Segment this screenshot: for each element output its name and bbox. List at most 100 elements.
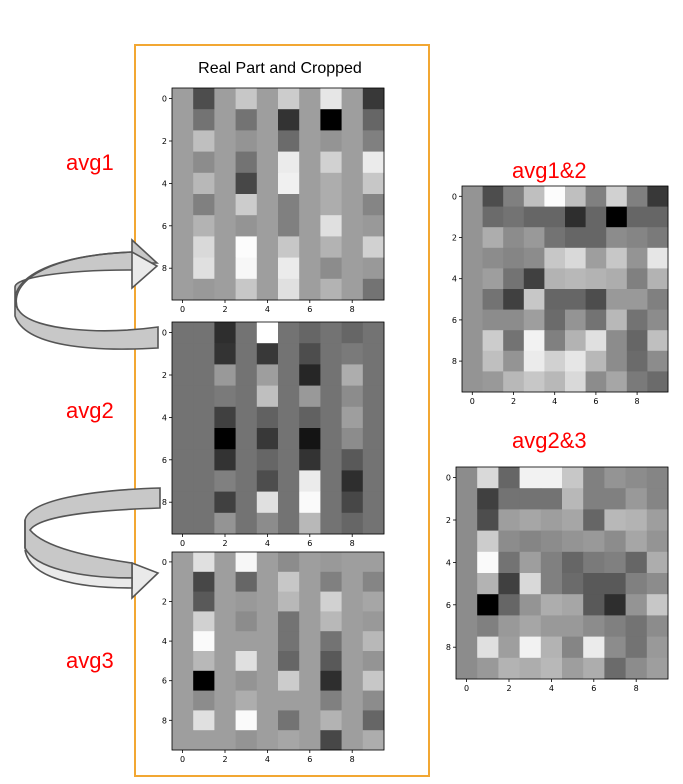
heatmap-cell (172, 651, 194, 672)
heatmap-cell (456, 488, 478, 510)
heatmap-cell (362, 257, 385, 280)
heatmap-cell (172, 322, 194, 344)
heatmap-cell (320, 552, 342, 573)
heatmap-cell (498, 573, 520, 595)
heatmap-cell (647, 268, 669, 290)
heatmap-cell (456, 636, 478, 659)
heatmap-cell (585, 371, 607, 393)
heatmap-cell (278, 109, 300, 131)
heatmap-cell (362, 172, 385, 195)
heatmap-cell (362, 571, 385, 592)
heatmap-cell (482, 186, 504, 207)
heatmap-cell (523, 330, 545, 352)
heatmap-cell (583, 594, 605, 616)
heatmap-cell (523, 247, 545, 269)
x-tick-label: 2 (222, 305, 227, 314)
heatmap-cell (235, 631, 258, 652)
heatmap-cell (320, 109, 342, 131)
heatmap-cell (341, 278, 364, 301)
heatmap-cell (320, 631, 342, 652)
heatmap-cell (256, 257, 279, 280)
heatmap-cell (482, 268, 504, 290)
heatmap-cell (362, 130, 385, 152)
heatmap-cell (562, 530, 584, 553)
heatmap-cell (256, 690, 279, 711)
x-tick-label: 6 (307, 539, 312, 548)
heatmap-cell (256, 449, 279, 471)
heatmap-cell (604, 657, 626, 680)
heatmap-cell (299, 670, 321, 691)
heatmap-cell (193, 194, 215, 216)
heatmap-cell (193, 611, 215, 632)
heatmap-cell (341, 611, 364, 632)
heatmap-cell (256, 470, 279, 492)
heatmap-cell (523, 206, 545, 228)
heatmap-cell (214, 428, 236, 450)
heatmap-cell (299, 385, 321, 408)
heatmap-cell (235, 690, 258, 711)
heatmap-cell (278, 236, 300, 258)
heatmap-cell (299, 552, 321, 573)
y-tick-label: 8 (162, 264, 167, 273)
heatmap-cell (341, 130, 364, 152)
heatmap-cell (256, 322, 279, 344)
heatmap-cell (362, 512, 385, 535)
heatmap-cell (646, 615, 669, 637)
heatmap-cell (172, 512, 194, 535)
heatmap-cell (256, 631, 279, 652)
heatmap-cell (193, 470, 215, 492)
x-tick-label: 0 (180, 305, 185, 314)
heatmap-cell (172, 491, 194, 514)
heatmap-cell (256, 278, 279, 301)
heatmap-cell (320, 194, 342, 216)
heatmap-cell (278, 257, 300, 280)
heatmap-cell (604, 467, 626, 489)
heatmap-cell (362, 364, 385, 386)
heatmap-cell (299, 364, 321, 386)
label-avg2: avg2 (66, 398, 114, 423)
heatmap-cell (477, 467, 499, 489)
heatmap-cell (341, 151, 364, 174)
heatmap-cell (544, 350, 566, 372)
heatmap-cell (462, 309, 483, 331)
heatmap-cell (362, 428, 385, 450)
heatmap-cell (214, 552, 236, 573)
heatmap-cell (606, 309, 628, 331)
heatmap-cell (299, 215, 321, 237)
heatmap-cell (278, 428, 300, 450)
heatmap-cell (477, 594, 499, 616)
heatmap-cell (278, 730, 300, 751)
heatmap-cell (320, 151, 342, 174)
heatmap-cell (482, 206, 504, 228)
heatmap-cell (341, 470, 364, 492)
x-tick-label: 8 (350, 539, 355, 548)
heatmap-cell (214, 88, 236, 110)
heatmap-cell (477, 530, 499, 553)
heatmap-cell (646, 509, 669, 531)
heatmap-cell (477, 551, 499, 574)
heatmap-cell (235, 591, 258, 612)
y-tick-label: 2 (162, 137, 167, 146)
heatmap-cell (625, 657, 648, 680)
heatmap-cell (214, 215, 236, 237)
heatmap-cell (214, 651, 236, 672)
heatmap-cell (362, 406, 385, 429)
heatmap-cell (462, 289, 483, 310)
x-tick-label: 4 (265, 305, 270, 314)
heatmap-cell (172, 428, 194, 450)
heatmap-cell (606, 186, 628, 207)
heatmap-cell (278, 491, 300, 514)
heatmap-cell (341, 343, 364, 365)
heatmap-cell (172, 257, 194, 280)
heatmap-cell (503, 371, 525, 393)
heatmap-axes (455, 466, 669, 680)
heatmap-cell (278, 611, 300, 632)
heatmap-cell (498, 509, 520, 531)
heatmap-cell (256, 591, 279, 612)
x-tick-label: 8 (350, 305, 355, 314)
heatmap-cell (626, 206, 648, 228)
heatmap-cell (172, 194, 194, 216)
heatmap-cell (456, 551, 478, 574)
heatmap-cell (647, 371, 669, 393)
heatmap-cell (462, 247, 483, 269)
